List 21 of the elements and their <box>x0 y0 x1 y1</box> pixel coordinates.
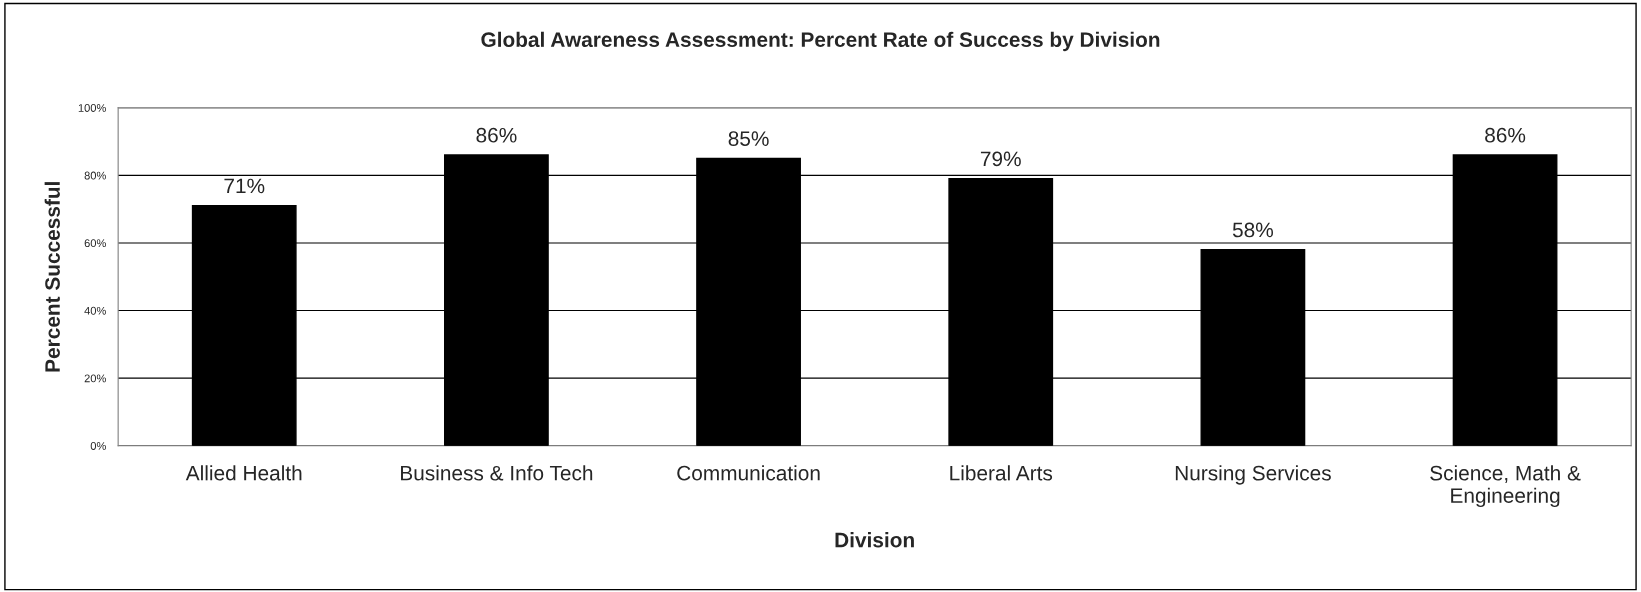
data-label: 85% <box>728 131 769 146</box>
y-axis-title: Percent Successful <box>44 182 60 372</box>
x-tick-label: Communication <box>677 465 820 481</box>
x-tick-label: Business & Info Tech <box>401 465 593 481</box>
x-tick-label: Nursing Services <box>1175 465 1331 485</box>
data-label: 71% <box>224 178 265 194</box>
x-tick-label: Liberal Arts <box>950 465 1053 481</box>
y-tick-label: 20% <box>84 374 106 383</box>
data-label: 86% <box>476 127 517 143</box>
chart-title: Global Awareness Assessment: Percent Rate of Success by Division <box>481 31 1160 52</box>
y-tick-label: 60% <box>84 239 106 248</box>
y-tick-label: 0% <box>90 442 106 450</box>
data-label: 79% <box>980 151 1021 167</box>
y-tick-label: 80% <box>84 171 106 180</box>
x-tick-label: Allied Health <box>185 465 302 481</box>
data-label: 58% <box>1232 222 1274 238</box>
y-tick-label: 100% <box>78 104 106 112</box>
x-tick-label: Science, Math & Engineering <box>1430 465 1581 508</box>
y-tick-label: 40% <box>84 306 106 315</box>
x-axis-title: Division <box>835 532 914 548</box>
data-label: 86% <box>1485 127 1526 143</box>
